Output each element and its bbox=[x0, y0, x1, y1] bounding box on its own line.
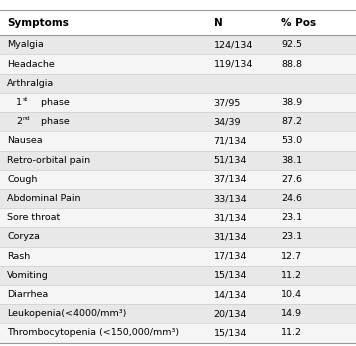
Text: st: st bbox=[23, 97, 28, 102]
Text: Nausea: Nausea bbox=[7, 136, 43, 145]
Bar bbox=[0, 10, 356, 35]
Text: Symptoms: Symptoms bbox=[7, 18, 69, 28]
Text: 24.6: 24.6 bbox=[281, 194, 302, 203]
Text: 11.2: 11.2 bbox=[281, 271, 302, 280]
Text: 88.8: 88.8 bbox=[281, 60, 302, 69]
Text: Leukopenia(<4000/mm³): Leukopenia(<4000/mm³) bbox=[7, 309, 126, 318]
Bar bbox=[0, 131, 356, 151]
Bar bbox=[0, 323, 356, 343]
Text: 34/39: 34/39 bbox=[214, 117, 241, 126]
Bar bbox=[0, 112, 356, 131]
Text: Sore throat: Sore throat bbox=[7, 213, 61, 222]
Text: 31/134: 31/134 bbox=[214, 213, 247, 222]
Text: Headache: Headache bbox=[7, 60, 55, 69]
Text: Retro-orbital pain: Retro-orbital pain bbox=[7, 156, 90, 165]
Bar bbox=[0, 74, 356, 93]
Text: Cough: Cough bbox=[7, 175, 37, 184]
Bar bbox=[0, 246, 356, 266]
Text: 119/134: 119/134 bbox=[214, 60, 253, 69]
Bar bbox=[0, 208, 356, 227]
Text: % Pos: % Pos bbox=[281, 18, 316, 28]
Text: 1: 1 bbox=[16, 98, 22, 107]
Text: 87.2: 87.2 bbox=[281, 117, 302, 126]
Text: 15/134: 15/134 bbox=[214, 271, 247, 280]
Text: 37/134: 37/134 bbox=[214, 175, 247, 184]
Text: 53.0: 53.0 bbox=[281, 136, 302, 145]
Text: 23.1: 23.1 bbox=[281, 233, 302, 242]
Text: 124/134: 124/134 bbox=[214, 40, 253, 49]
Text: 14.9: 14.9 bbox=[281, 309, 302, 318]
Text: 71/134: 71/134 bbox=[214, 136, 247, 145]
Bar bbox=[0, 266, 356, 285]
Bar bbox=[0, 151, 356, 170]
Bar bbox=[0, 285, 356, 304]
Text: 17/134: 17/134 bbox=[214, 252, 247, 261]
Text: 20/134: 20/134 bbox=[214, 309, 247, 318]
Text: 51/134: 51/134 bbox=[214, 156, 247, 165]
Text: 14/134: 14/134 bbox=[214, 290, 247, 299]
Text: 10.4: 10.4 bbox=[281, 290, 302, 299]
Bar bbox=[0, 189, 356, 208]
Text: 15/134: 15/134 bbox=[214, 328, 247, 337]
Text: Rash: Rash bbox=[7, 252, 30, 261]
Bar bbox=[0, 55, 356, 74]
Text: 12.7: 12.7 bbox=[281, 252, 302, 261]
Text: Vomiting: Vomiting bbox=[7, 271, 49, 280]
Text: Arthralgia: Arthralgia bbox=[7, 79, 54, 88]
Bar bbox=[0, 304, 356, 323]
Text: Myalgia: Myalgia bbox=[7, 40, 44, 49]
Text: Diarrhea: Diarrhea bbox=[7, 290, 48, 299]
Text: 38.1: 38.1 bbox=[281, 156, 302, 165]
Text: 31/134: 31/134 bbox=[214, 233, 247, 242]
Text: Abdominal Pain: Abdominal Pain bbox=[7, 194, 80, 203]
Text: phase: phase bbox=[38, 98, 70, 107]
Text: Coryza: Coryza bbox=[7, 233, 40, 242]
Text: 33/134: 33/134 bbox=[214, 194, 247, 203]
Text: Thrombocytopenia (<150,000/mm³): Thrombocytopenia (<150,000/mm³) bbox=[7, 328, 179, 337]
Text: 27.6: 27.6 bbox=[281, 175, 302, 184]
Text: 92.5: 92.5 bbox=[281, 40, 302, 49]
Text: N: N bbox=[214, 18, 222, 28]
Text: nd: nd bbox=[23, 116, 30, 121]
Bar bbox=[0, 227, 356, 246]
Bar bbox=[0, 35, 356, 55]
Text: 2: 2 bbox=[16, 117, 22, 126]
Bar bbox=[0, 170, 356, 189]
Text: 37/95: 37/95 bbox=[214, 98, 241, 107]
Text: 23.1: 23.1 bbox=[281, 213, 302, 222]
Bar bbox=[0, 93, 356, 112]
Text: 38.9: 38.9 bbox=[281, 98, 302, 107]
Text: phase: phase bbox=[38, 117, 70, 126]
Text: 11.2: 11.2 bbox=[281, 328, 302, 337]
